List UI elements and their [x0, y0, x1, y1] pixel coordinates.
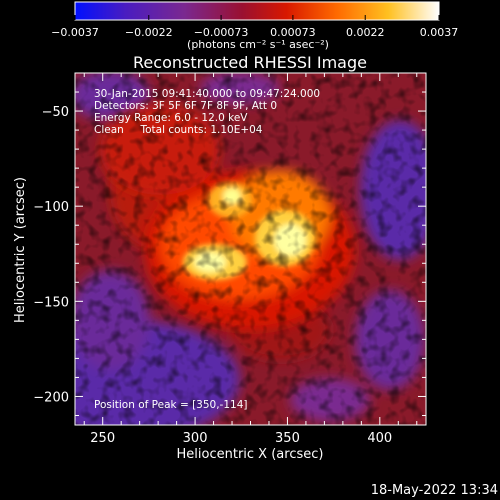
y-tick-label: −200: [33, 390, 69, 405]
colorbar-tick-label: 0.0022: [346, 26, 385, 39]
x-tick-label: 250: [90, 431, 115, 446]
peak-position-label: Position of Peak = [350,-114]: [94, 399, 248, 411]
y-axis-label: Heliocentric Y (arcsec): [13, 177, 28, 323]
x-axis-label: Heliocentric X (arcsec): [177, 447, 324, 462]
chart-title: Reconstructed RHESSI Image: [133, 53, 367, 72]
colorbar: −0.0037 −0.0022 −0.00073 0.00073 0.0022 0.003…: [51, 1, 458, 51]
colorbar-tick-label: 0.00073: [270, 26, 316, 39]
x-tick-label: 300: [183, 431, 208, 446]
plot-annotations: 30-Jan-2015 09:41:40.000 to 09:47:24.000…: [94, 88, 320, 411]
y-tick-label: −100: [33, 200, 69, 215]
annotation-detectors: Detectors: 3F 5F 6F 7F 8F 9F, Att 0: [94, 100, 277, 112]
x-tick-label: 400: [367, 431, 392, 446]
colorbar-units-label: (photons cm⁻² s⁻¹ asec⁻²): [187, 38, 329, 51]
colorbar-tick-label: −0.0037: [51, 26, 99, 39]
axes: 250 300 350 400 −50 −100 −150 −200: [33, 73, 426, 446]
colorbar-tick-label: −0.00073: [194, 26, 249, 39]
timestamp: 18-May-2022 13:34: [371, 483, 498, 498]
annotation-energy: Energy Range: 6.0 - 12.0 keV: [94, 112, 248, 124]
y-tick-label: −150: [33, 295, 69, 310]
heatmap-image: [75, 73, 426, 425]
colorbar-tick-label: 0.0037: [420, 26, 459, 39]
x-tick-label: 350: [275, 431, 300, 446]
colorbar-ticks: −0.0037 −0.0022 −0.00073 0.00073 0.0022 0.003…: [51, 15, 458, 39]
annotation-clean: Clean Total counts: 1.10E+04: [94, 124, 263, 136]
y-tick-label: −50: [42, 105, 69, 120]
colorbar-gradient: [74, 1, 440, 21]
annotation-time: 30-Jan-2015 09:41:40.000 to 09:47:24.000: [94, 88, 320, 100]
colorbar-tick-label: −0.0022: [125, 26, 173, 39]
